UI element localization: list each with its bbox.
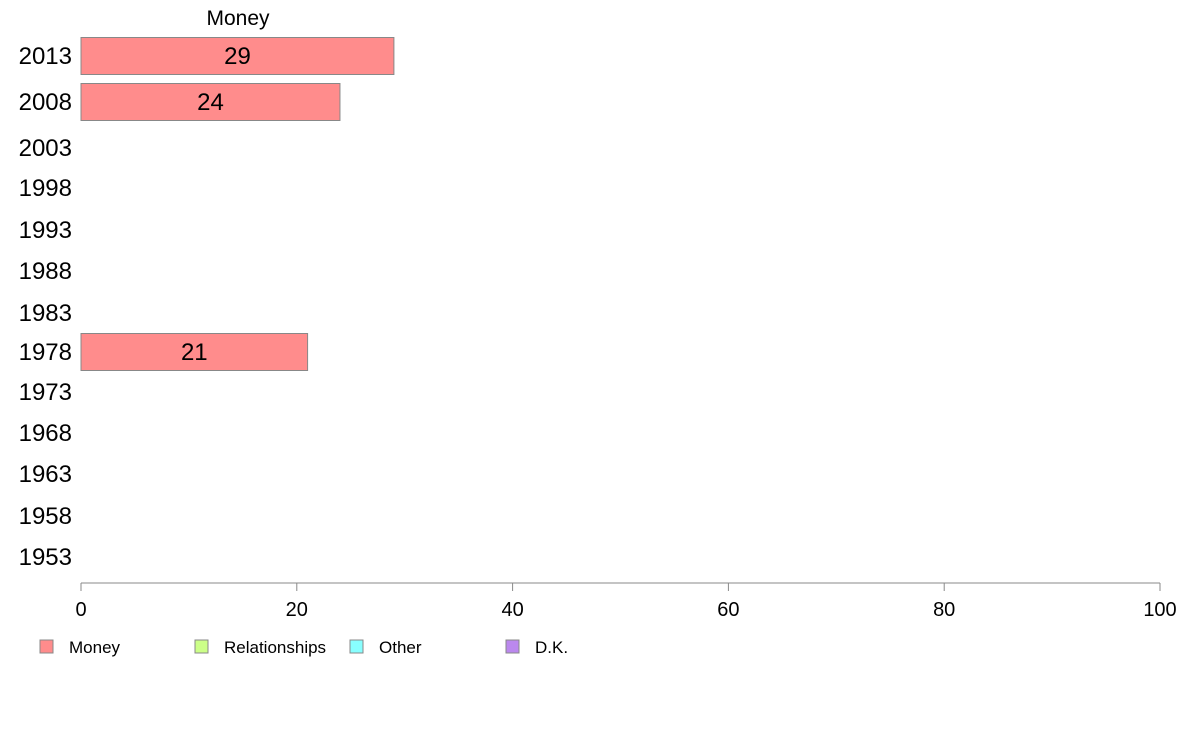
legend-swatch-d-k bbox=[505, 639, 520, 654]
data-label-2008: 24 bbox=[197, 89, 224, 116]
legend-label-money: Money bbox=[69, 638, 121, 657]
year-label-2013: 2013 bbox=[19, 43, 72, 70]
legend-swatch-relationships bbox=[194, 639, 209, 654]
data-label-2013: 29 bbox=[224, 43, 251, 70]
year-label-1958: 1958 bbox=[19, 503, 72, 530]
year-label-1953: 1953 bbox=[19, 544, 72, 571]
legend: Money Relationships Other D.K. bbox=[39, 638, 568, 657]
legend-label-relationships: Relationships bbox=[224, 638, 326, 657]
year-label-1993: 1993 bbox=[19, 217, 72, 244]
year-label-1978: 1978 bbox=[19, 339, 72, 366]
x-tick-label-20: 20 bbox=[286, 599, 308, 621]
year-label-1983: 1983 bbox=[19, 300, 72, 327]
x-tick-label-0: 0 bbox=[75, 599, 86, 621]
x-axis: 0 20 40 60 80 100 bbox=[75, 582, 1177, 621]
year-label-1973: 1973 bbox=[19, 379, 72, 406]
year-label-1968: 1968 bbox=[19, 420, 72, 447]
x-tick-label-80: 80 bbox=[933, 599, 955, 621]
year-label-1988: 1988 bbox=[19, 258, 72, 285]
year-label-2003: 2003 bbox=[19, 135, 72, 162]
legend-label-other: Other bbox=[379, 638, 422, 657]
x-tick-label-40: 40 bbox=[501, 599, 523, 621]
chart-title: Money bbox=[206, 7, 270, 30]
bar-2013 bbox=[80, 37, 395, 75]
legend-swatch-money bbox=[39, 639, 54, 654]
year-label-2008: 2008 bbox=[19, 89, 72, 116]
year-labels: 2013 2008 2003 1998 1993 1988 1983 1978 1973 1968… bbox=[19, 43, 72, 571]
bar-2008 bbox=[80, 83, 341, 121]
bar-1978 bbox=[80, 333, 309, 371]
x-tick-label-100: 100 bbox=[1143, 599, 1176, 621]
x-tick-label-60: 60 bbox=[717, 599, 739, 621]
legend-swatch-other bbox=[349, 639, 364, 654]
legend-label-d-k: D.K. bbox=[535, 638, 568, 657]
year-label-1998: 1998 bbox=[19, 175, 72, 202]
data-label-1978: 21 bbox=[181, 339, 208, 366]
year-label-1963: 1963 bbox=[19, 461, 72, 488]
